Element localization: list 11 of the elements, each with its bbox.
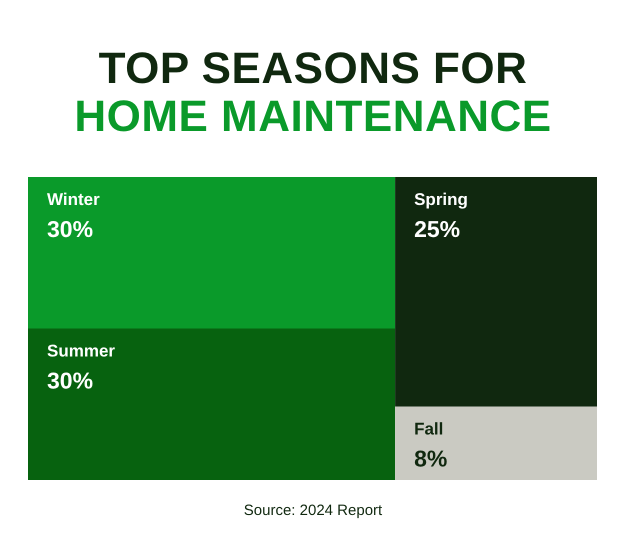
text: TOP SEASONS FOR <box>98 44 528 94</box>
data-label: 30% <box>47 216 94 242</box>
data-label: 30% <box>47 367 94 394</box>
category-label: Spring <box>414 190 468 210</box>
category-label: Winter <box>47 190 100 210</box>
data-label: 8% <box>414 445 448 472</box>
category-label: Summer <box>47 342 116 361</box>
source-note: Source: 2024 Report <box>242 502 384 519</box>
category-label: Fall <box>414 420 444 439</box>
text: HOME MAINTENANCE <box>73 92 553 142</box>
data-label: 25% <box>414 216 460 242</box>
